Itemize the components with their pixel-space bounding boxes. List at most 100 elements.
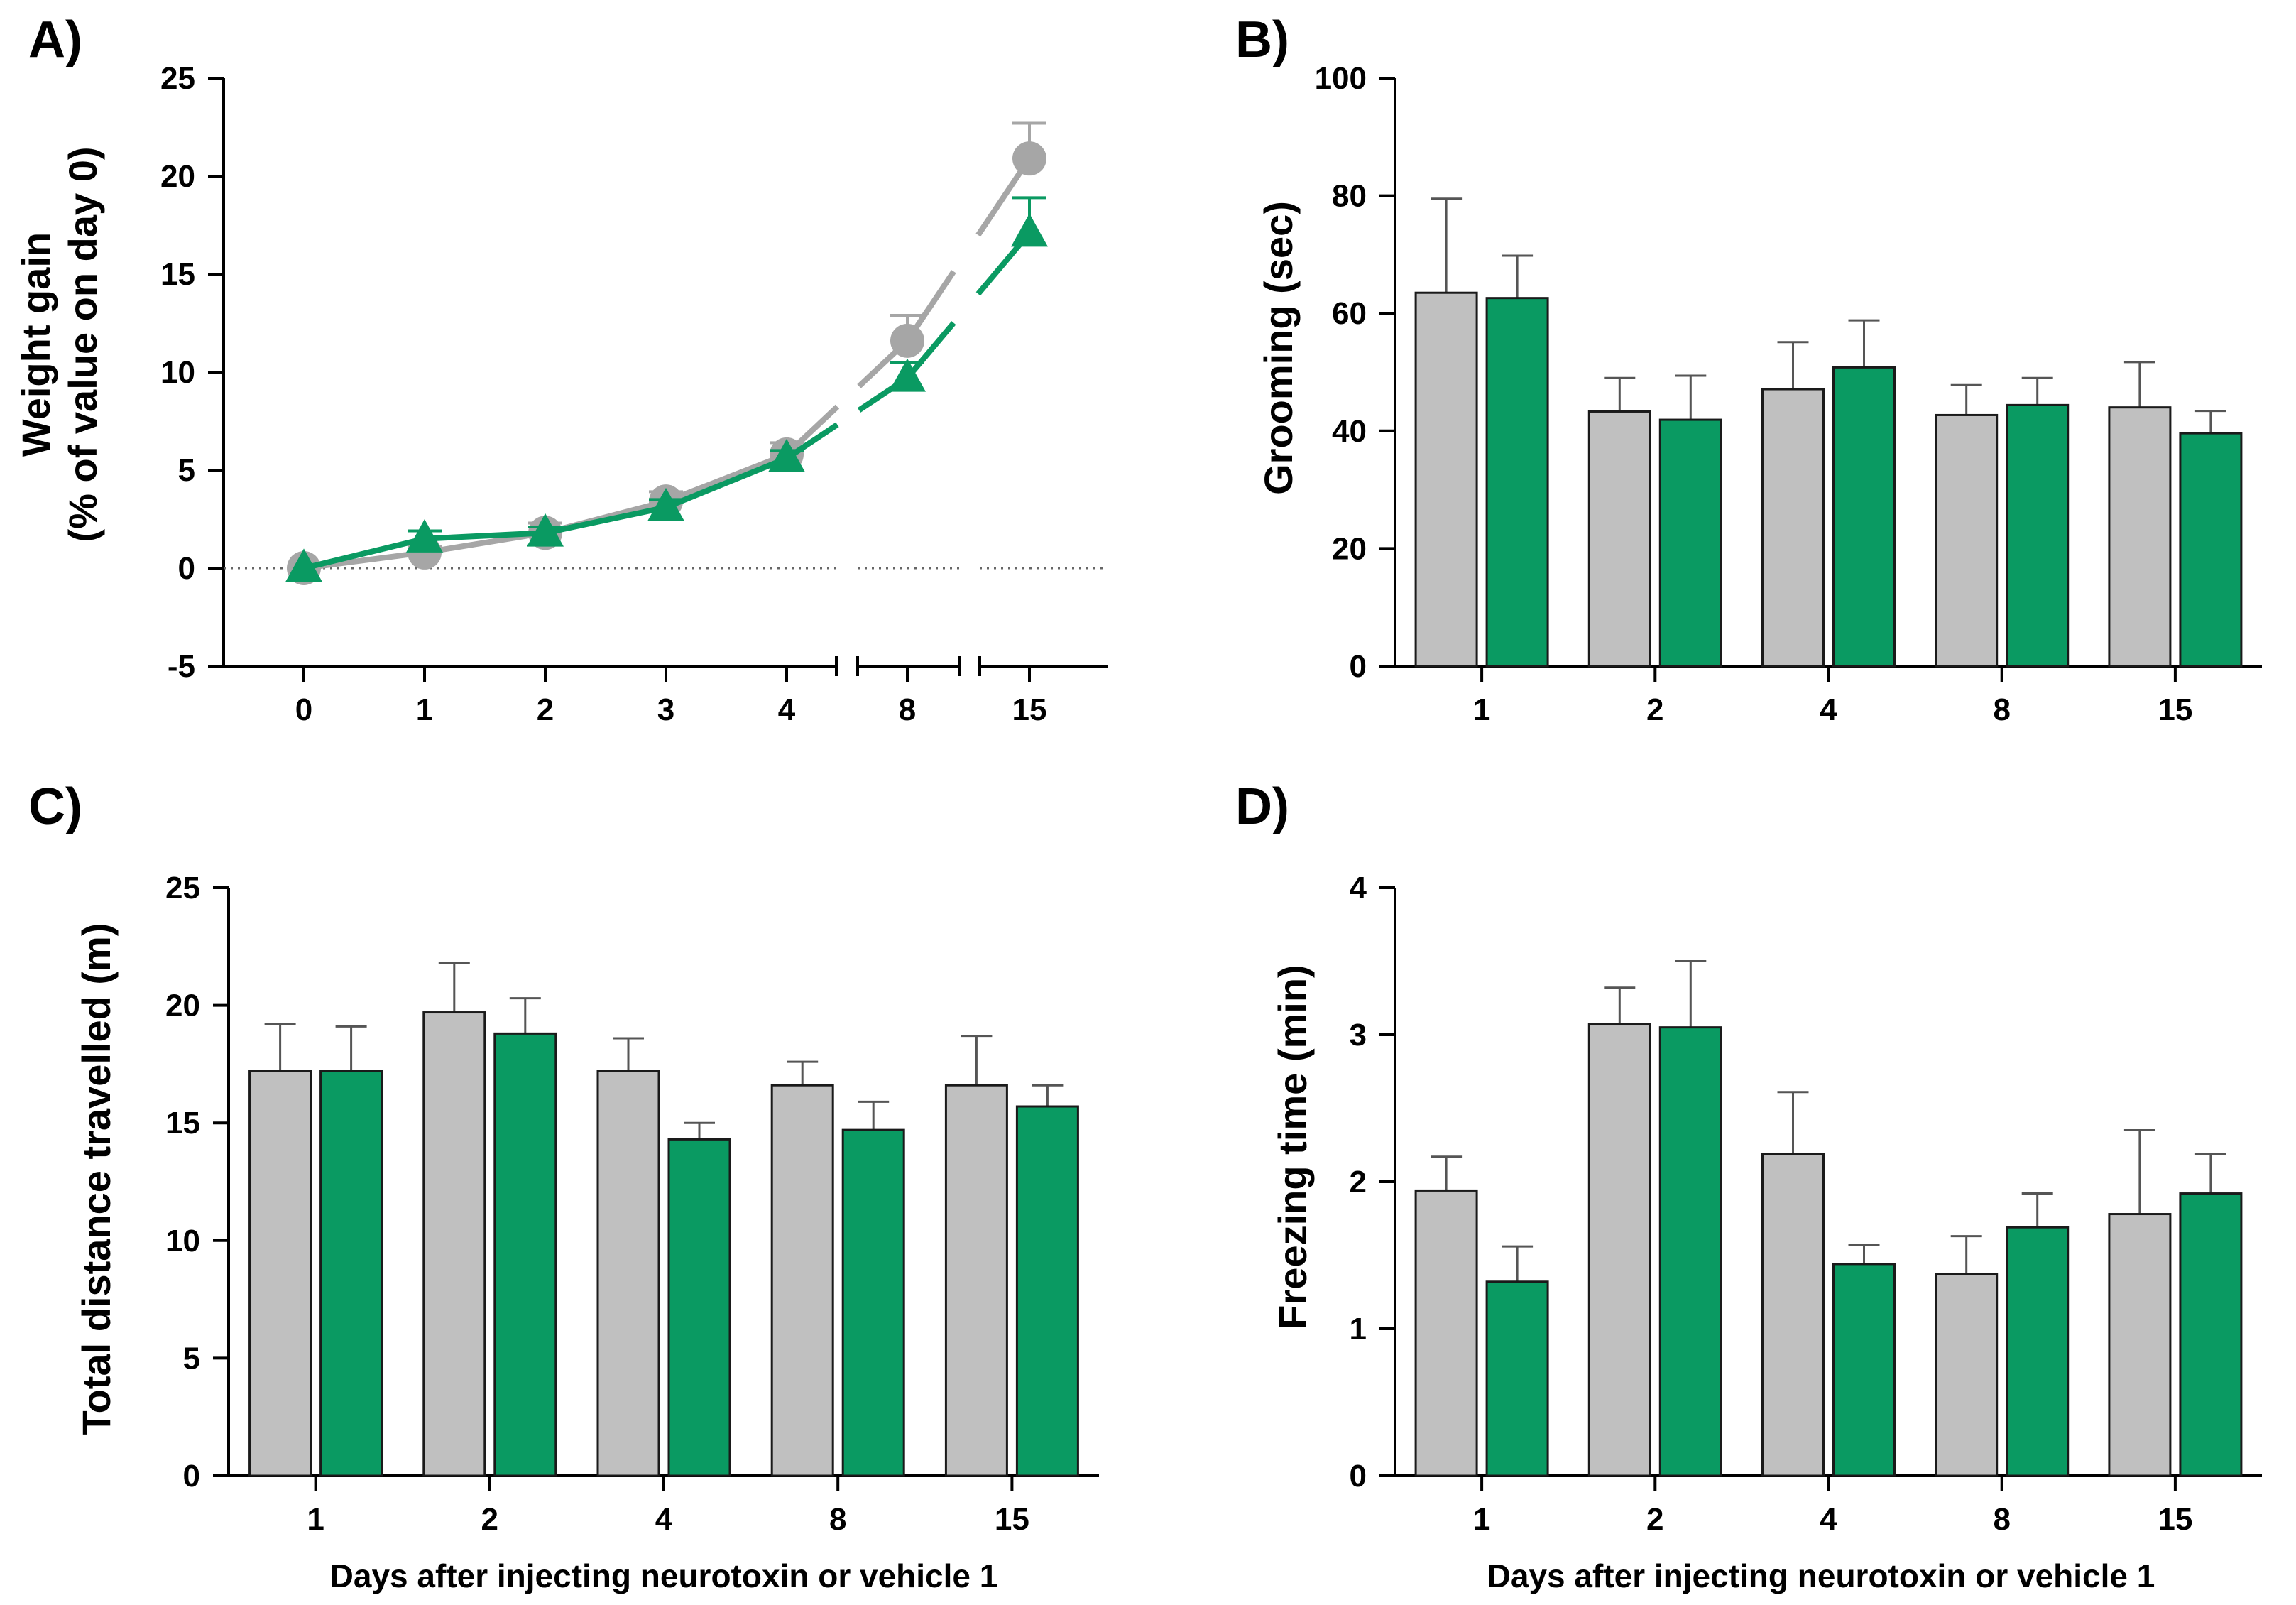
a-series-line-neurotoxin [303,535,425,571]
a-point-neurotoxin [1011,213,1048,247]
b-bar-neurotoxin [2006,403,2070,668]
d-bar-neurotoxin [2179,1192,2243,1477]
a-y-tick-label: 10 [160,355,195,390]
a-x-tick-label: 1 [416,692,433,727]
a-y-tick-label: 20 [160,159,195,194]
a-series-line-neurotoxin [665,455,788,511]
c-y-tick-label: 5 [183,1341,200,1376]
c-bar-neurotoxin [667,1138,731,1477]
c-bar-vehicle [248,1070,312,1477]
b-x-tick-label: 4 [1820,692,1837,727]
b-y-tick-label: 0 [1350,649,1367,684]
b-bar-vehicle [1935,413,1999,668]
d-y-tick-label: 0 [1350,1459,1367,1494]
a-series-line-neurotoxin [424,530,546,542]
panel-b-ylabel: Grooming (sec) [1256,201,1301,495]
a-x-tick-label: 15 [1012,692,1047,727]
c-bar-vehicle [770,1084,834,1477]
panel-c-distance: C) Total distance travelled (m) Days aft… [28,778,1099,1594]
c-y-tick-label: 0 [183,1459,200,1494]
d-x-tick-label: 2 [1646,1502,1663,1537]
a-y-tick-label: -5 [168,649,195,684]
a-series-line-neurotoxin [904,321,956,380]
d-bar-neurotoxin [1658,1026,1722,1477]
panel-a-title: A) [28,11,82,68]
d-bar-vehicle [1587,1023,1651,1477]
panel-c-xlabel: Days after injecting neurotoxin or vehic… [330,1557,998,1594]
panel-d-xlabel: Days after injecting neurotoxin or vehic… [1487,1557,2155,1594]
panel-a-ylabel-line1: Weight gain [13,232,58,457]
panel-d-freezing: D) Freezing time (min) Days after inject… [1235,778,2262,1594]
a-point-neurotoxin [768,438,805,472]
a-point-neurotoxin [406,519,443,553]
a-point-vehicle [890,323,924,358]
b-y-tick-label: 100 [1315,61,1367,96]
d-x-tick-label: 8 [1993,1502,2010,1537]
b-x-tick-label: 2 [1646,692,1663,727]
a-series-line-neurotoxin [785,422,839,461]
b-bar-vehicle [2108,406,2172,668]
panel-b-grooming: B) Grooming (sec) 0 20 40 60 80 100 1 2 4 8 15 [1235,11,2262,727]
d-bar-vehicle [1761,1153,1825,1477]
d-x-tick-label: 15 [2158,1502,2192,1537]
d-bar-vehicle [1935,1273,1999,1477]
b-bar-vehicle [1587,410,1651,668]
a-y-tick-label: 0 [178,551,195,586]
c-y-tick-label: 10 [165,1224,200,1258]
d-y-tick-label: 4 [1350,871,1367,905]
b-y-tick-label: 40 [1332,414,1367,449]
c-y-tick-label: 20 [165,989,200,1023]
d-y-tick-label: 3 [1350,1018,1367,1052]
b-y-tick-label: 60 [1332,296,1367,331]
c-bar-vehicle [422,1011,486,1477]
a-x-tick-label: 2 [537,692,554,727]
panel-c-title: C) [28,778,82,835]
c-bar-neurotoxin [1015,1105,1079,1477]
a-y-tick-label: 5 [178,453,195,488]
b-bar-vehicle [1414,291,1478,668]
c-x-tick-label: 8 [829,1502,846,1537]
d-x-tick-label: 4 [1820,1502,1837,1537]
c-bar-neurotoxin [841,1128,905,1477]
a-series-line-neurotoxin [545,504,667,536]
a-series-line-vehicle [665,452,788,504]
c-y-tick-label: 25 [165,871,200,905]
d-y-tick-label: 2 [1350,1165,1367,1199]
c-bar-vehicle [596,1070,660,1477]
a-y-tick-label: 25 [160,61,195,96]
a-x-tick-label: 4 [778,692,796,727]
c-bar-neurotoxin [319,1070,383,1477]
a-x-tick-label: 0 [295,692,312,727]
b-bar-neurotoxin [1832,366,1896,668]
a-point-neurotoxin [889,358,926,392]
panel-d-title: D) [1235,778,1289,835]
b-bar-neurotoxin [1658,418,1722,668]
panel-a-weight-gain: A) Weight gain (% of value on day 0) -5 0… [13,11,1108,727]
a-point-vehicle [1012,141,1046,176]
d-bar-vehicle [2108,1213,2172,1477]
b-y-tick-label: 80 [1332,179,1367,214]
panel-d-ylabel: Freezing time (min) [1270,964,1315,1329]
b-y-tick-label: 20 [1332,531,1367,566]
panel-c-ylabel: Total distance travelled (m) [74,923,119,1435]
c-x-tick-label: 4 [655,1502,673,1537]
a-y-tick-label: 15 [160,257,195,292]
d-bar-neurotoxin [1485,1280,1549,1477]
b-bar-neurotoxin [2179,432,2243,668]
d-bar-neurotoxin [1832,1263,1896,1477]
c-x-tick-label: 15 [995,1502,1029,1537]
c-bar-neurotoxin [493,1032,557,1477]
c-bar-vehicle [944,1084,1008,1477]
d-bar-neurotoxin [2006,1226,2070,1477]
a-x-tick-label: 3 [657,692,674,727]
b-x-tick-label: 1 [1473,692,1490,727]
c-y-tick-label: 15 [165,1106,200,1141]
b-bar-vehicle [1761,388,1825,668]
a-point-neurotoxin [285,548,322,582]
panel-b-title: B) [1235,11,1289,68]
b-bar-neurotoxin [1485,297,1549,668]
b-x-tick-label: 15 [2158,692,2192,727]
a-point-neurotoxin [647,487,684,521]
a-point-neurotoxin [527,513,564,547]
